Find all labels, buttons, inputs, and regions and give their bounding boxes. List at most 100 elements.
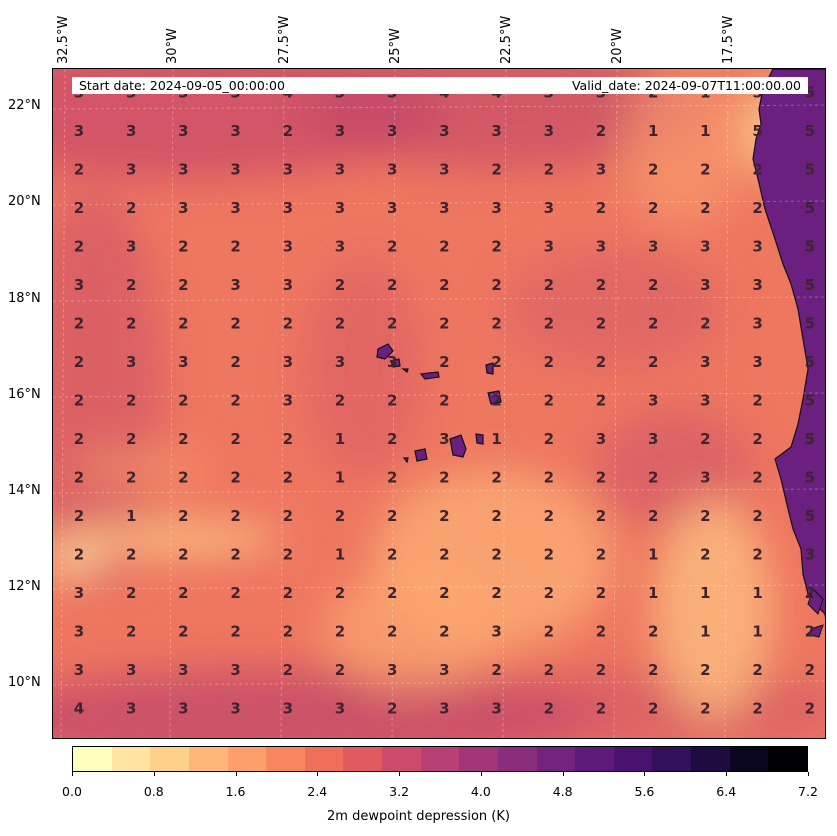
grid-value: 2 (544, 507, 554, 525)
grid-value: 3 (387, 199, 397, 217)
lon-tick-32-5w: 32.5°W (56, 15, 71, 64)
grid-value: 2 (178, 584, 188, 602)
grid-value: 2 (544, 623, 554, 641)
grid-value: 2 (491, 276, 501, 294)
grid-value: 3 (178, 700, 188, 718)
colorbar-tick-mark (726, 772, 728, 776)
grid-value: 3 (283, 199, 293, 217)
grid-value: 3 (805, 546, 815, 564)
grid-value: 3 (335, 700, 345, 718)
grid-value: 2 (387, 392, 397, 410)
grid-value: 2 (805, 700, 815, 718)
lon-tick-20w: 20°W (610, 28, 625, 64)
grid-value: 2 (335, 623, 345, 641)
grid-value: 3 (700, 469, 710, 487)
grid-value: 2 (74, 199, 84, 217)
grid-value: 2 (648, 161, 658, 179)
grid-value: 2 (126, 315, 136, 333)
grid-value: 2 (491, 238, 501, 256)
lat-tick-12n: 12°N (8, 579, 41, 594)
colorbar-tick-label: 0.8 (143, 784, 164, 799)
grid-value: 2 (283, 661, 293, 679)
grid-value: 2 (230, 507, 240, 525)
grid-value: 2 (126, 546, 136, 564)
grid-value: 3 (230, 161, 240, 179)
colorbar-segment (459, 747, 498, 771)
grid-value: 1 (700, 122, 710, 140)
grid-value: 2 (752, 392, 762, 410)
grid-value: 2 (335, 507, 345, 525)
grid-value: 2 (752, 161, 762, 179)
grid-value: 2 (178, 392, 188, 410)
colorbar-tick-label: 4.0 (470, 784, 491, 799)
grid-value: 2 (126, 623, 136, 641)
grid-value: 1 (648, 546, 658, 564)
colorbar-segment (729, 747, 769, 771)
lon-tick-25w: 25°W (388, 28, 403, 64)
grid-value: 3 (335, 238, 345, 256)
grid-value: 2 (544, 700, 554, 718)
grid-value: 3 (439, 122, 449, 140)
colorbar-segment (497, 747, 537, 771)
grid-value: 2 (648, 353, 658, 371)
grid-value: 2 (74, 315, 84, 333)
grid-value: 2 (439, 469, 449, 487)
grid-value: 3 (491, 122, 501, 140)
grid-value: 3 (178, 661, 188, 679)
grid-value: 4 (74, 700, 84, 718)
grid-value: 5 (805, 84, 815, 102)
grid-value: 3 (335, 122, 345, 140)
grid-value: 5 (752, 122, 762, 140)
grid-value: 2 (74, 469, 84, 487)
grid-value: 3 (752, 238, 762, 256)
grid-value: 2 (752, 199, 762, 217)
grid-value: 3 (439, 661, 449, 679)
grid-value: 2 (439, 507, 449, 525)
grid-value: 1 (335, 469, 345, 487)
grid-value: 2 (126, 392, 136, 410)
grid-value: 3 (126, 122, 136, 140)
grid-value: 3 (74, 584, 84, 602)
grid-value: 3 (596, 161, 606, 179)
grid-value: 1 (752, 584, 762, 602)
grid-value: 3 (230, 122, 240, 140)
grid-value: 2 (491, 353, 501, 371)
grid-value: 2 (752, 546, 762, 564)
valid-date-label: Valid_date: 2024-09-07T11:00:00.00 (571, 78, 801, 93)
lat-tick-10n: 10°N (8, 675, 41, 690)
grid-value: 2 (596, 199, 606, 217)
grid-value: 2 (700, 546, 710, 564)
grid-value: 2 (335, 661, 345, 679)
grid-value: 2 (439, 392, 449, 410)
grid-value: 2 (596, 700, 606, 718)
colorbar-segment (652, 747, 691, 771)
grid-value: 2 (544, 315, 554, 333)
grid-value: 2 (700, 507, 710, 525)
grid-value: 2 (544, 161, 554, 179)
grid-value: 3 (700, 238, 710, 256)
grid-value: 3 (74, 623, 84, 641)
grid-value: 5 (805, 430, 815, 448)
grid-value: 2 (283, 315, 293, 333)
grid-value: 2 (491, 661, 501, 679)
grid-value: 3 (230, 661, 240, 679)
colorbar-tick-mark (480, 772, 482, 776)
grid-value: 3 (335, 353, 345, 371)
grid-value: 2 (648, 469, 658, 487)
grid-value: 2 (752, 430, 762, 448)
grid-value: 2 (230, 584, 240, 602)
grid-value: 2 (74, 353, 84, 371)
date-info-bar: Start date: 2024-09-05_00:00:00 Valid_da… (72, 77, 808, 94)
lat-tick-18n: 18°N (8, 291, 41, 306)
grid-value: 2 (439, 584, 449, 602)
grid-value: 2 (178, 276, 188, 294)
grid-value: 2 (544, 353, 554, 371)
grid-value: 2 (491, 584, 501, 602)
grid-value: 2 (178, 469, 188, 487)
grid-value: 2 (439, 623, 449, 641)
map-panel[interactable]: 3333433443321553333233333211552333333322… (52, 68, 826, 739)
grid-value: 1 (335, 546, 345, 564)
grid-value: 3 (596, 430, 606, 448)
grid-value: 2 (648, 276, 658, 294)
colorbar-segment (73, 747, 112, 771)
